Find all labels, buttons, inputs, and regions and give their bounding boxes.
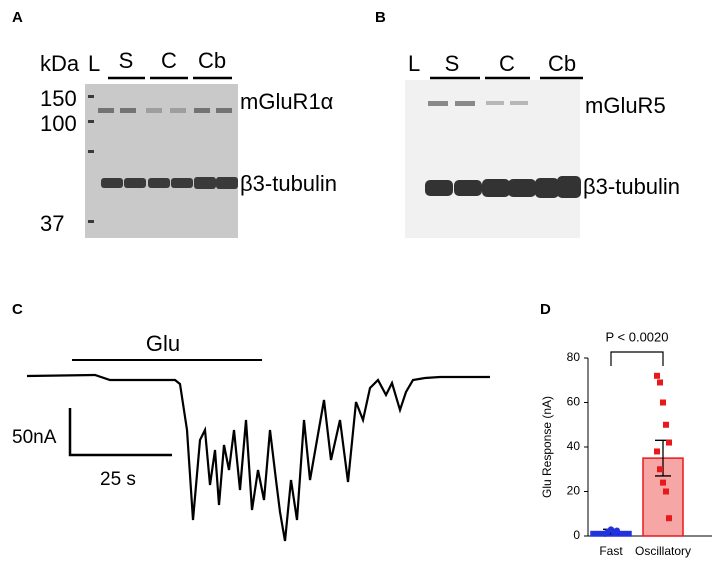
y-tick-label: 80 xyxy=(567,350,581,364)
marker: 100 xyxy=(40,111,77,136)
data-point xyxy=(657,379,663,386)
trace xyxy=(26,373,490,542)
band-label: β3-tubulin xyxy=(240,171,337,196)
x-tick-label: Fast xyxy=(599,544,623,558)
panel-letter: D xyxy=(540,301,551,318)
data-point xyxy=(654,372,660,379)
unit-label: kDa xyxy=(40,51,80,76)
marker: 150 xyxy=(40,86,77,111)
bands xyxy=(425,101,581,198)
stimulus-label: Glu xyxy=(146,331,180,356)
group-label: C xyxy=(499,51,515,76)
blot xyxy=(85,84,238,238)
data-point xyxy=(614,528,620,535)
y-axis-label: Glu Response (nA) xyxy=(540,396,554,498)
y-tick-label: 40 xyxy=(567,439,581,453)
scale-bar xyxy=(68,408,172,457)
band-label: β3-tubulin xyxy=(583,174,680,199)
group-label: S xyxy=(445,51,460,76)
data-point xyxy=(666,439,672,446)
panel-letter: C xyxy=(12,301,23,318)
annotation: P < 0.0020 xyxy=(605,329,668,344)
group-label: Cb xyxy=(198,48,226,73)
y-tick-label: 60 xyxy=(567,395,581,409)
x-tick-label: Oscillatory xyxy=(635,544,691,558)
panel-letter: B xyxy=(375,9,386,26)
data-point xyxy=(663,488,669,495)
data-point xyxy=(657,466,663,473)
data-point xyxy=(660,479,666,486)
bands xyxy=(88,95,238,223)
lane-label: L xyxy=(408,51,420,76)
y-tick-label: 20 xyxy=(567,484,581,498)
band-label: mGluR1α xyxy=(240,89,334,114)
scale-y-label: 50nA xyxy=(12,427,57,448)
blot xyxy=(405,80,580,238)
data-point xyxy=(654,448,660,455)
data-point xyxy=(666,515,672,522)
data-point xyxy=(663,421,669,428)
data-point xyxy=(660,399,666,406)
marker: 37 xyxy=(40,211,64,236)
panel-letter: A xyxy=(12,9,23,26)
group-label: C xyxy=(161,48,177,73)
group-label: Cb xyxy=(548,51,576,76)
significance-bracket xyxy=(610,351,664,366)
lane-label: L xyxy=(88,51,100,76)
scale-x-label: 25 s xyxy=(100,469,136,490)
group-label: S xyxy=(119,48,134,73)
y-tick-label: 0 xyxy=(573,528,580,542)
band-label: mGluR5 xyxy=(585,93,666,118)
